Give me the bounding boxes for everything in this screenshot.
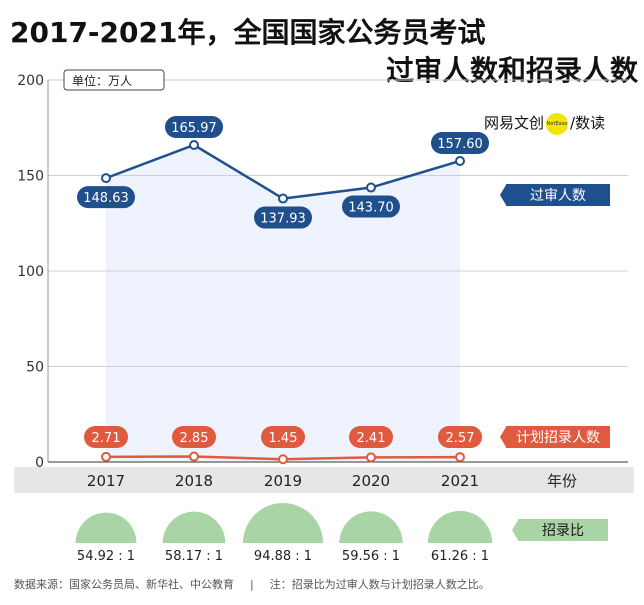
y-tick-label: 0: [35, 455, 44, 471]
data-point-approved: [278, 193, 288, 204]
footer: 数据来源：国家公务员局、新华社、中公教育 | 注：招录比为过审人数与计划招录人数之比…: [14, 576, 634, 592]
data-label-bg-approved: [77, 186, 135, 209]
ratio-label: 54.92 : 1: [77, 549, 135, 564]
ratio-semicircle: [243, 503, 323, 543]
area-fill-approved: [106, 144, 460, 462]
legend-pointer-approved: [500, 185, 506, 205]
data-label-bg-recruit: [172, 426, 216, 448]
data-label-recruit: 2.41: [357, 431, 386, 446]
ratio-semicircle: [75, 512, 137, 543]
data-label-bg-approved: [431, 131, 489, 154]
footer-source: 数据来源：国家公务员局、新华社、中公教育: [14, 578, 234, 591]
ratio-label: 59.56 : 1: [342, 549, 400, 564]
data-point-approved: [455, 155, 465, 166]
data-point-approved: [366, 182, 376, 193]
data-label-approved: 157.60: [437, 137, 483, 152]
unit-label: 单位：万人: [72, 73, 132, 88]
title-line-1: 2017-2021年，全国国家公务员考试: [10, 16, 486, 49]
footer-separator: |: [250, 578, 254, 591]
y-tick-label: 50: [26, 360, 44, 376]
brand-dot-icon: NetEase: [546, 112, 569, 135]
data-label-recruit: 1.45: [269, 431, 298, 446]
legend-label-approved: 过审人数: [530, 188, 586, 204]
data-label-approved: 148.63: [83, 191, 129, 206]
y-tick-label: 150: [17, 169, 44, 185]
footer-note: 注：招录比为过审人数与计划招录人数之比。: [269, 578, 490, 591]
brand-subtext: /数读: [570, 114, 606, 132]
data-label-approved: 165.97: [171, 121, 217, 136]
x-axis-band: [14, 467, 634, 493]
data-label-recruit: 2.85: [180, 431, 209, 446]
data-label-approved: 137.93: [260, 212, 306, 227]
data-point-recruit: [189, 451, 199, 462]
x-tick-label: 2020: [352, 472, 390, 490]
title-line-2: 过审人数和招录人数: [385, 54, 638, 87]
data-point-approved: [101, 173, 111, 184]
x-axis-label: 年份: [547, 472, 577, 490]
data-point-recruit: [101, 451, 111, 462]
legend-tag-recruit: [506, 426, 610, 448]
brand-text: 网易文创: [484, 114, 545, 132]
data-label-bg-approved: [254, 206, 312, 229]
data-point-recruit: [278, 454, 288, 465]
legend-pointer-recruit: [500, 427, 506, 447]
legend-label-ratio: 招录比: [542, 523, 584, 539]
data-label-approved: 143.70: [348, 201, 394, 216]
data-label-bg-recruit: [261, 426, 305, 448]
ratio-label: 58.17 : 1: [165, 549, 223, 564]
ratio-label: 61.26 : 1: [431, 549, 489, 564]
data-point-approved: [189, 139, 199, 150]
legend-pointer-ratio: [512, 520, 518, 540]
data-label-bg-approved: [342, 195, 400, 218]
ratio-semicircle: [339, 511, 403, 543]
brand-logo: 网易文创 NetEase/数读: [484, 112, 605, 135]
data-label-recruit: 2.71: [92, 431, 121, 446]
data-label-bg-recruit: [84, 426, 128, 448]
x-tick-label: 2021: [441, 472, 479, 490]
ratio-label: 94.88 : 1: [254, 549, 312, 564]
legend-tag-approved: [506, 184, 610, 206]
unit-label-box: [63, 69, 165, 91]
x-tick-label: 2019: [264, 472, 302, 490]
data-label-bg-recruit: [438, 426, 482, 448]
data-point-recruit: [366, 452, 376, 463]
data-label-bg-approved: [165, 115, 223, 138]
y-tick-label: 200: [17, 73, 44, 89]
legend-tag-ratio: [518, 519, 608, 541]
data-label-recruit: 2.57: [446, 431, 475, 446]
data-point-recruit: [455, 452, 465, 463]
x-tick-label: 2018: [175, 472, 213, 490]
x-tick-label: 2017: [87, 472, 125, 490]
data-label-bg-recruit: [349, 426, 393, 448]
legend-label-recruit: 计划招录人数: [516, 430, 600, 446]
y-tick-label: 100: [17, 264, 44, 280]
ratio-semicircle: [427, 510, 493, 543]
ratio-semicircle: [162, 511, 226, 543]
